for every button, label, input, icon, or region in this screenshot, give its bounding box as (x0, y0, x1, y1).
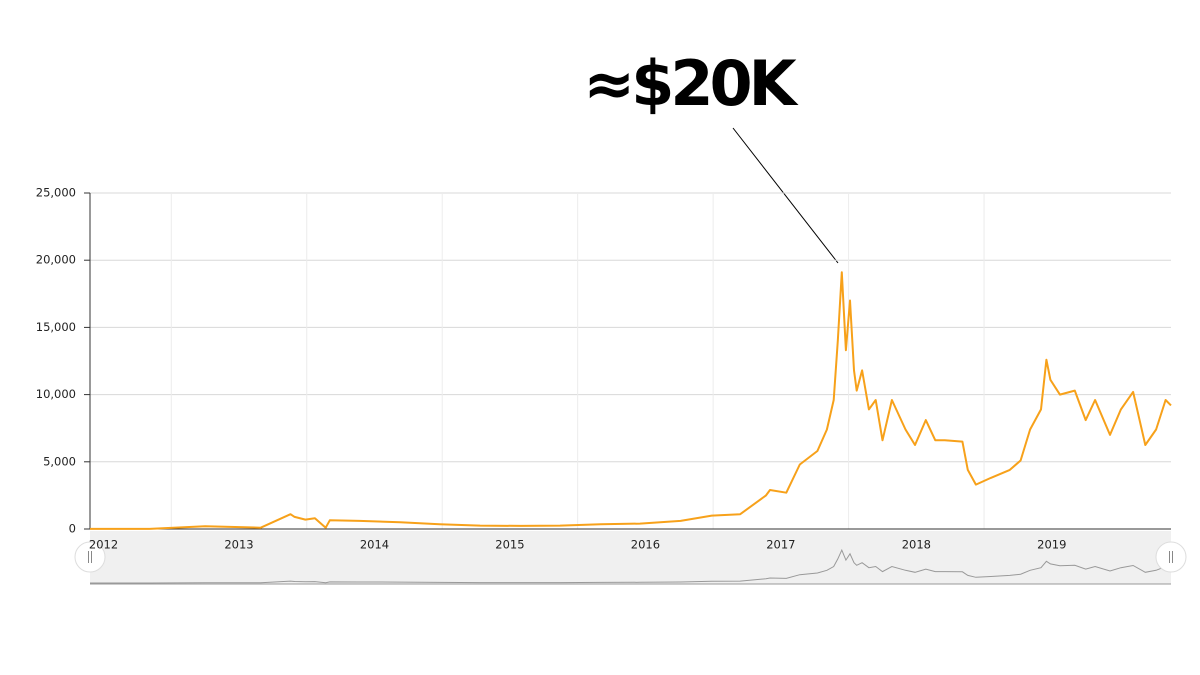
navigator-handle[interactable] (74, 541, 106, 573)
x-tick-label: 2014 (360, 538, 389, 552)
x-tick-label: 2019 (1037, 538, 1066, 552)
annotation: ≈$20K (583, 47, 798, 120)
y-tick-label: 10,000 (36, 387, 76, 401)
navigator-handle[interactable] (1155, 541, 1187, 573)
y-tick-label: 5,000 (43, 454, 76, 468)
x-tick-label: 2018 (902, 538, 931, 552)
y-tick-label: 25,000 (36, 186, 76, 200)
y-tick-label: 0 (69, 522, 76, 536)
x-tick-label: 2015 (495, 538, 524, 552)
y-tick-label: 15,000 (36, 320, 76, 334)
price-line (90, 271, 1172, 530)
x-tick-label: 2012 (89, 538, 118, 552)
x-tick-label: 2013 (224, 538, 253, 552)
y-tick-label: 20,000 (36, 253, 76, 267)
x-tick-label: 2017 (766, 538, 795, 552)
navigator (90, 531, 1171, 584)
x-tick-label: 2016 (631, 538, 660, 552)
navigator-line (90, 548, 1172, 584)
annotation-pointer (732, 127, 839, 264)
